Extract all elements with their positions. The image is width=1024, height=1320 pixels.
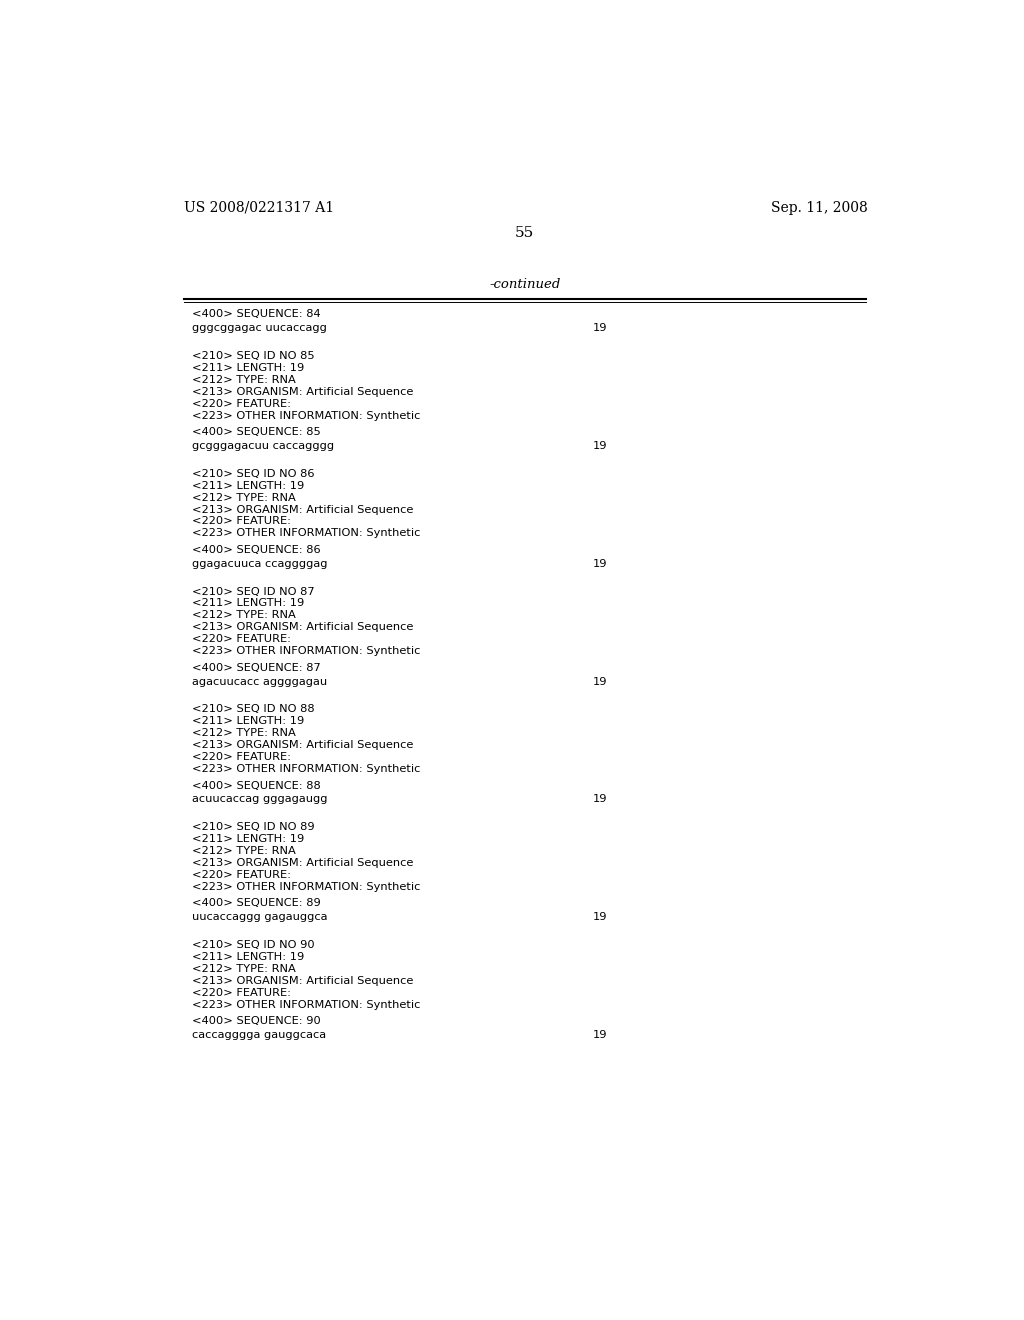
Text: <210> SEQ ID NO 85: <210> SEQ ID NO 85: [191, 351, 314, 360]
Text: <212> TYPE: RNA: <212> TYPE: RNA: [191, 729, 295, 738]
Text: <210> SEQ ID NO 89: <210> SEQ ID NO 89: [191, 822, 314, 832]
Text: <211> LENGTH: 19: <211> LENGTH: 19: [191, 598, 304, 609]
Text: <211> LENGTH: 19: <211> LENGTH: 19: [191, 363, 304, 372]
Text: <213> ORGANISM: Artificial Sequence: <213> ORGANISM: Artificial Sequence: [191, 504, 413, 515]
Text: <211> LENGTH: 19: <211> LENGTH: 19: [191, 717, 304, 726]
Text: 55: 55: [515, 226, 535, 240]
Text: <213> ORGANISM: Artificial Sequence: <213> ORGANISM: Artificial Sequence: [191, 741, 413, 750]
Text: <212> TYPE: RNA: <212> TYPE: RNA: [191, 964, 295, 974]
Text: acuucaccag gggagaugg: acuucaccag gggagaugg: [191, 795, 327, 804]
Text: <212> TYPE: RNA: <212> TYPE: RNA: [191, 610, 295, 620]
Text: <212> TYPE: RNA: <212> TYPE: RNA: [191, 375, 295, 384]
Text: <220> FEATURE:: <220> FEATURE:: [191, 635, 291, 644]
Text: <213> ORGANISM: Artificial Sequence: <213> ORGANISM: Artificial Sequence: [191, 622, 413, 632]
Text: <210> SEQ ID NO 88: <210> SEQ ID NO 88: [191, 705, 314, 714]
Text: <223> OTHER INFORMATION: Synthetic: <223> OTHER INFORMATION: Synthetic: [191, 528, 420, 539]
Text: -continued: -continued: [489, 277, 560, 290]
Text: <220> FEATURE:: <220> FEATURE:: [191, 752, 291, 762]
Text: 19: 19: [593, 558, 607, 569]
Text: <223> OTHER INFORMATION: Synthetic: <223> OTHER INFORMATION: Synthetic: [191, 999, 420, 1010]
Text: US 2008/0221317 A1: US 2008/0221317 A1: [183, 201, 334, 215]
Text: <223> OTHER INFORMATION: Synthetic: <223> OTHER INFORMATION: Synthetic: [191, 882, 420, 892]
Text: <210> SEQ ID NO 86: <210> SEQ ID NO 86: [191, 469, 314, 479]
Text: agacuucacc aggggagau: agacuucacc aggggagau: [191, 677, 327, 686]
Text: <210> SEQ ID NO 87: <210> SEQ ID NO 87: [191, 586, 314, 597]
Text: <223> OTHER INFORMATION: Synthetic: <223> OTHER INFORMATION: Synthetic: [191, 411, 420, 421]
Text: <211> LENGTH: 19: <211> LENGTH: 19: [191, 834, 304, 843]
Text: 19: 19: [593, 912, 607, 923]
Text: 19: 19: [593, 441, 607, 451]
Text: <212> TYPE: RNA: <212> TYPE: RNA: [191, 846, 295, 855]
Text: gggcggagac uucaccagg: gggcggagac uucaccagg: [191, 323, 327, 333]
Text: <400> SEQUENCE: 90: <400> SEQUENCE: 90: [191, 1016, 321, 1026]
Text: <211> LENGTH: 19: <211> LENGTH: 19: [191, 480, 304, 491]
Text: <400> SEQUENCE: 85: <400> SEQUENCE: 85: [191, 428, 321, 437]
Text: <400> SEQUENCE: 88: <400> SEQUENCE: 88: [191, 780, 321, 791]
Text: <220> FEATURE:: <220> FEATURE:: [191, 516, 291, 527]
Text: <220> FEATURE:: <220> FEATURE:: [191, 987, 291, 998]
Text: <213> ORGANISM: Artificial Sequence: <213> ORGANISM: Artificial Sequence: [191, 387, 413, 397]
Text: gcgggagacuu caccagggg: gcgggagacuu caccagggg: [191, 441, 334, 451]
Text: <223> OTHER INFORMATION: Synthetic: <223> OTHER INFORMATION: Synthetic: [191, 764, 420, 774]
Text: 19: 19: [593, 677, 607, 686]
Text: <211> LENGTH: 19: <211> LENGTH: 19: [191, 952, 304, 962]
Text: <210> SEQ ID NO 90: <210> SEQ ID NO 90: [191, 940, 314, 950]
Text: <212> TYPE: RNA: <212> TYPE: RNA: [191, 492, 295, 503]
Text: 19: 19: [593, 795, 607, 804]
Text: <400> SEQUENCE: 86: <400> SEQUENCE: 86: [191, 545, 321, 554]
Text: <220> FEATURE:: <220> FEATURE:: [191, 870, 291, 880]
Text: 19: 19: [593, 323, 607, 333]
Text: ggagacuuca ccaggggag: ggagacuuca ccaggggag: [191, 558, 327, 569]
Text: Sep. 11, 2008: Sep. 11, 2008: [771, 201, 868, 215]
Text: <400> SEQUENCE: 84: <400> SEQUENCE: 84: [191, 309, 321, 319]
Text: <213> ORGANISM: Artificial Sequence: <213> ORGANISM: Artificial Sequence: [191, 858, 413, 869]
Text: caccagggga gauggcaca: caccagggga gauggcaca: [191, 1030, 326, 1040]
Text: <223> OTHER INFORMATION: Synthetic: <223> OTHER INFORMATION: Synthetic: [191, 647, 420, 656]
Text: uucaccaggg gagauggca: uucaccaggg gagauggca: [191, 912, 327, 923]
Text: <400> SEQUENCE: 89: <400> SEQUENCE: 89: [191, 899, 321, 908]
Text: 19: 19: [593, 1030, 607, 1040]
Text: <220> FEATURE:: <220> FEATURE:: [191, 399, 291, 409]
Text: <213> ORGANISM: Artificial Sequence: <213> ORGANISM: Artificial Sequence: [191, 975, 413, 986]
Text: <400> SEQUENCE: 87: <400> SEQUENCE: 87: [191, 663, 321, 673]
